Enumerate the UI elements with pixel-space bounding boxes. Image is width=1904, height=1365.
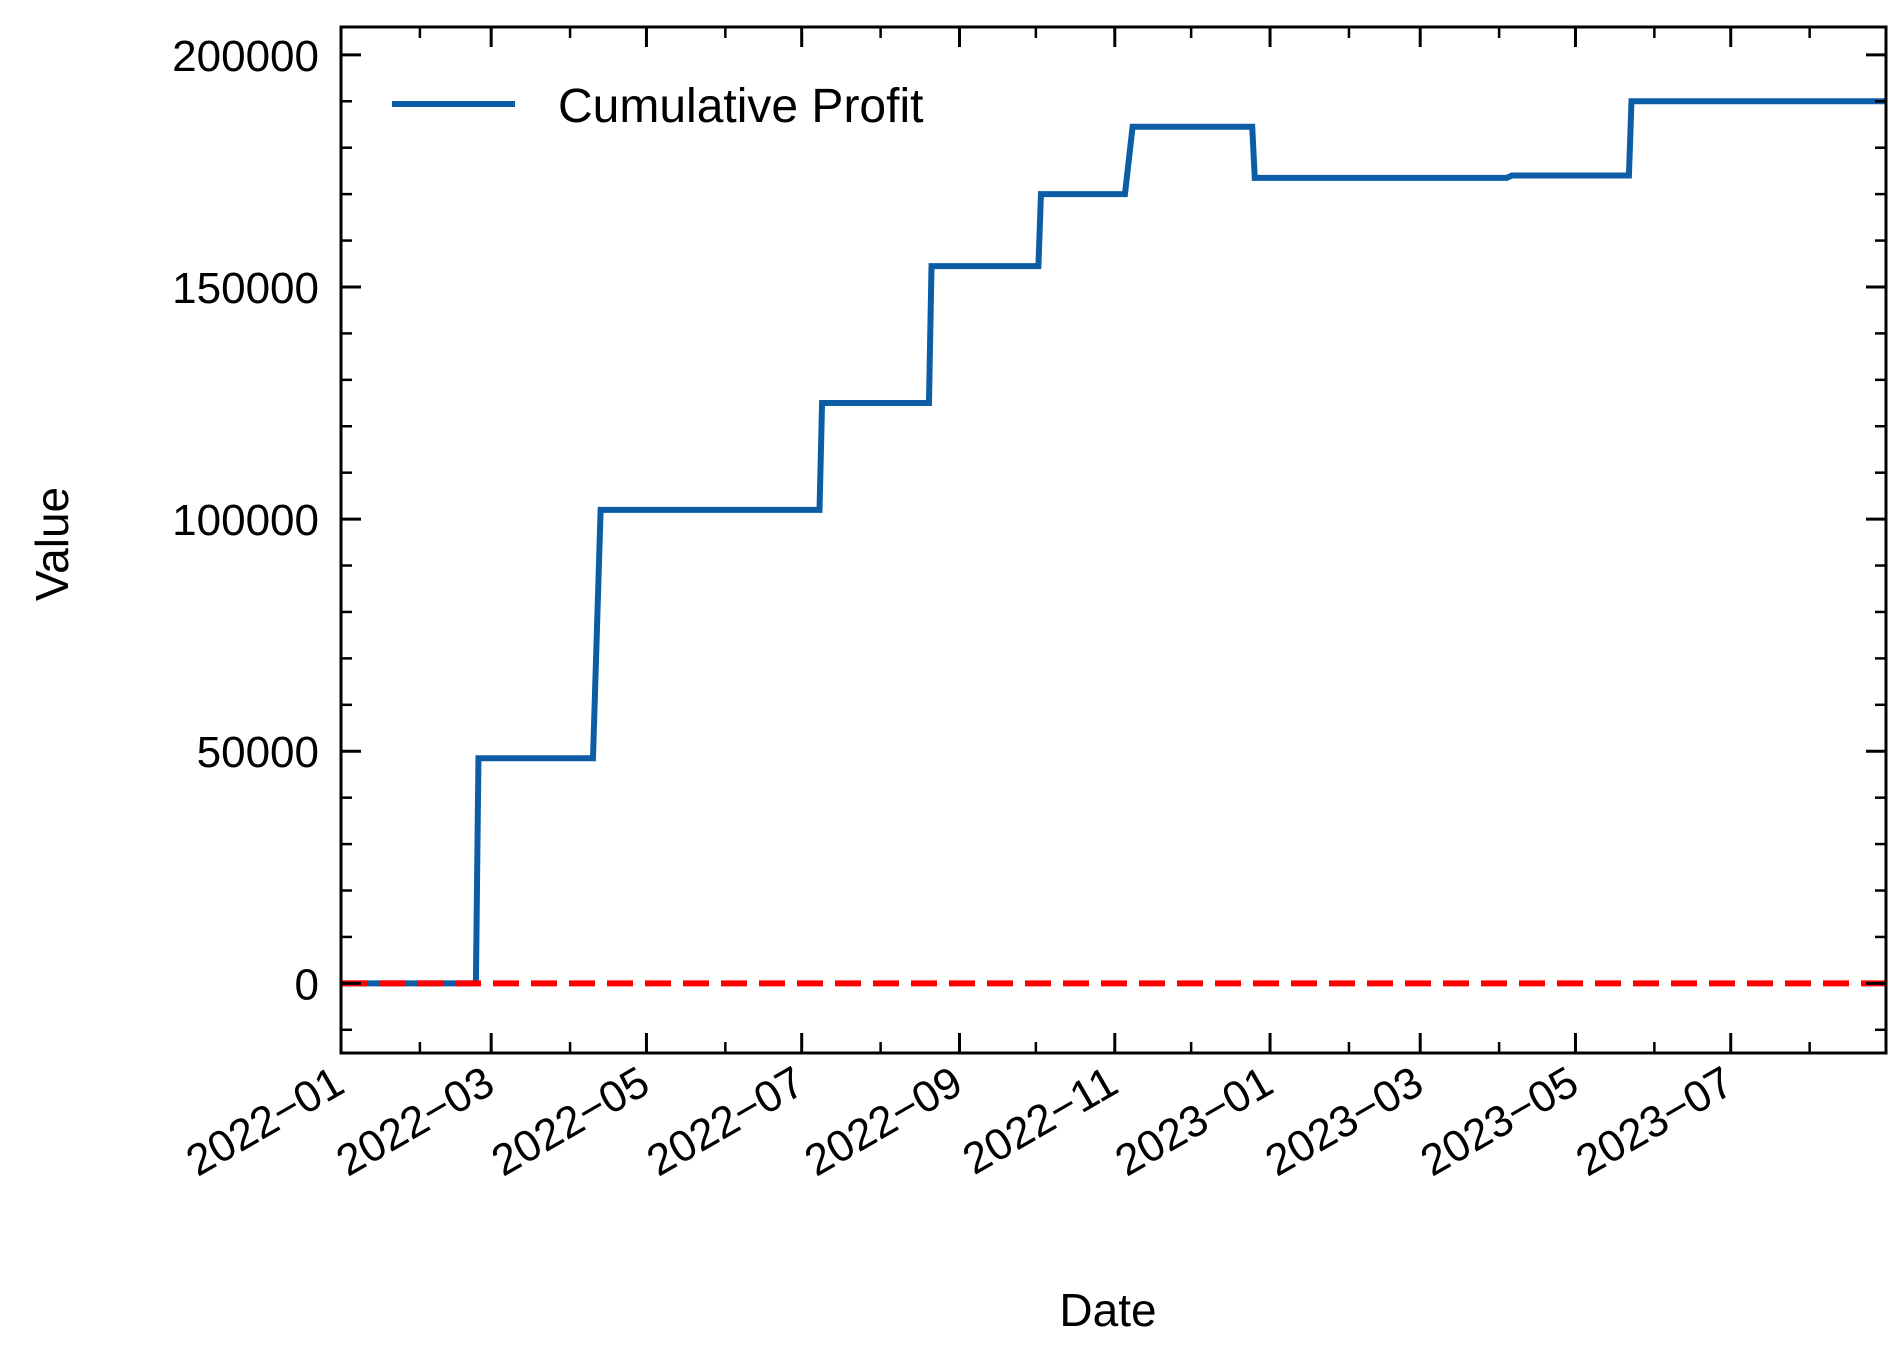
plot-frame <box>339 25 1888 1055</box>
y-tick-label: 100000 <box>172 496 319 545</box>
y-tick-label: 200000 <box>172 32 319 81</box>
x-tick-label: 2023−05 <box>1413 1057 1587 1186</box>
x-tick-label: 2022−09 <box>797 1057 971 1186</box>
legend-label-cumulative-profit: Cumulative Profit <box>558 80 923 133</box>
y-axis-label: Value <box>26 487 78 601</box>
y-tick-label: 50000 <box>197 728 319 777</box>
x-tick-label: 2022−01 <box>178 1057 352 1186</box>
y-tick-label: 150000 <box>172 264 319 313</box>
x-tick-label: 2023−01 <box>1107 1057 1281 1186</box>
x-tick-label: 2022−05 <box>484 1057 658 1186</box>
y-tick-label: 0 <box>295 960 319 1009</box>
x-tick-label: 2022−07 <box>639 1057 813 1186</box>
x-tick-label: 2023−03 <box>1257 1057 1431 1186</box>
x-tick-label: 2023−07 <box>1568 1057 1742 1186</box>
x-tick-label: 2022−11 <box>955 1057 1126 1184</box>
x-tick-label: 2022−03 <box>328 1057 502 1186</box>
legend: Cumulative Profit <box>392 80 923 133</box>
x-axis: 2022−012022−032022−052022−072022−092022−… <box>178 27 1811 1186</box>
plot-series <box>341 98 1886 987</box>
series-line-cumulative-profit <box>341 98 1886 987</box>
y-axis: 0 50000 100000 150000 200000 <box>172 32 1886 1032</box>
plot-border <box>339 25 1888 1055</box>
x-axis-label: Date <box>1059 1284 1156 1336</box>
